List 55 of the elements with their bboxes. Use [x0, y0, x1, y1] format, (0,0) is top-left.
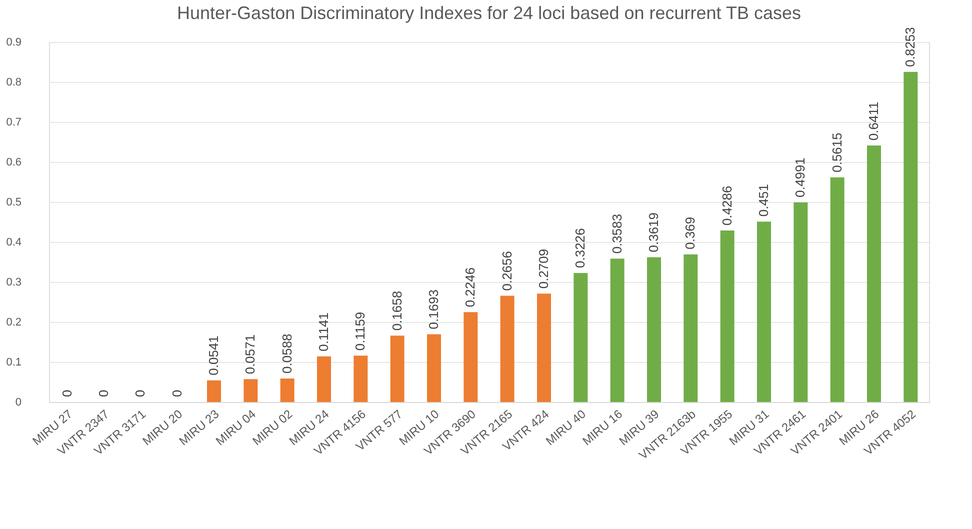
bar [464, 312, 478, 402]
data-label: 0 [169, 390, 184, 397]
data-label: 0.4286 [719, 186, 734, 226]
y-tick-label: 0.8 [6, 76, 22, 88]
y-tick-label: 0.6 [6, 156, 22, 168]
bar [830, 177, 844, 402]
data-label: 0.3226 [572, 228, 588, 268]
y-tick-label: 0.7 [6, 116, 22, 128]
bar [647, 257, 661, 402]
chart-title: Hunter-Gaston Discriminatory Indexes for 24 loci based on recurrent TB cases [177, 3, 801, 24]
bar [794, 202, 808, 402]
data-label: 0.0588 [279, 334, 294, 374]
bar [500, 296, 514, 402]
data-label: 0.369 [682, 216, 698, 250]
bar [427, 334, 441, 402]
data-label: 0 [96, 390, 111, 397]
y-tick-label: 0.2 [6, 316, 22, 328]
data-label: 0.3583 [609, 214, 624, 254]
bar [867, 146, 881, 402]
data-label: 0.5615 [829, 132, 844, 172]
bar [904, 72, 918, 402]
data-label: 0.1141 [316, 312, 331, 352]
data-label: 0.3619 [646, 212, 661, 252]
bar [390, 336, 404, 402]
bar [244, 379, 258, 402]
data-label: 0.4991 [792, 158, 808, 198]
bar [610, 258, 624, 402]
y-tick-label: 0.5 [6, 196, 22, 208]
data-label: 0.0541 [206, 336, 221, 376]
y-tick-label: 0.4 [6, 236, 22, 248]
y-tick-label: 0.9 [6, 36, 22, 48]
data-label: 0.1658 [389, 290, 404, 331]
data-label: 0 [59, 390, 74, 397]
bar [207, 380, 221, 402]
data-label: 0.1159 [352, 312, 368, 351]
data-label: 0.2709 [536, 248, 551, 289]
bar [720, 230, 734, 402]
bar [280, 378, 294, 402]
bar [354, 356, 368, 402]
bar [537, 294, 551, 402]
data-label: 0.451 [756, 184, 771, 217]
data-label: 0.2656 [499, 250, 514, 291]
data-label: 0 [132, 390, 148, 397]
data-label: 0.8253 [902, 27, 918, 67]
y-tick-label: 0.3 [6, 276, 22, 288]
bar [757, 222, 771, 402]
bar [684, 254, 698, 402]
y-tick-label: 0.1 [6, 356, 22, 368]
y-tick-label: 0 [15, 396, 22, 408]
data-label: 0.6411 [866, 102, 881, 141]
bar [574, 272, 588, 402]
data-label: 0.0571 [242, 334, 258, 374]
data-label: 0.1693 [426, 290, 441, 330]
bar [317, 356, 331, 402]
data-label: 0.2246 [462, 267, 478, 308]
